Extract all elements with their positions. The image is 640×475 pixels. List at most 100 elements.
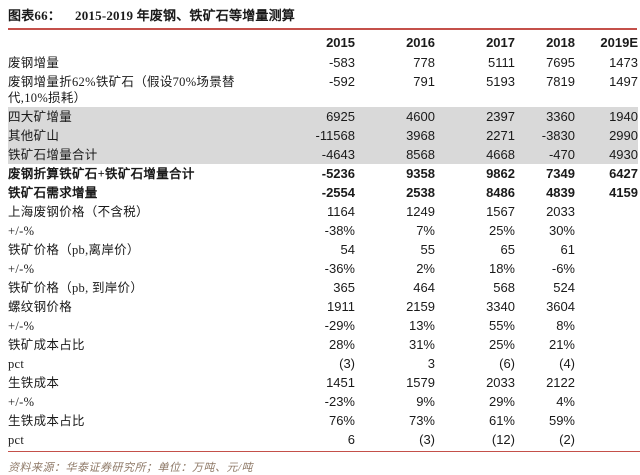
cell-value: 7819 xyxy=(546,73,575,89)
cell-value: -470 xyxy=(515,145,575,164)
cell-value: 25% xyxy=(488,336,515,352)
cell-value xyxy=(575,278,638,297)
cell-value xyxy=(575,411,638,430)
title-rule xyxy=(8,28,637,30)
cell-value: -4643 xyxy=(286,145,355,164)
table-row: 其他矿山 -11568 3968 2271 -3830 2990 xyxy=(8,126,638,145)
cell-value: 8% xyxy=(556,317,575,333)
row-label: 铁矿价格（pb, 到岸价） xyxy=(8,280,144,295)
table-row: 铁矿价格（pb, 到岸价） 365 464 568 524 xyxy=(8,278,638,297)
table-header-row: 2015 2016 2017 2018 2019E xyxy=(8,31,638,53)
data-table: 2015 2016 2017 2018 2019E 废钢增量 -583 778 5111 769… xyxy=(8,31,638,449)
row-label: 生铁成本 xyxy=(8,375,60,390)
row-label: 铁矿价格（pb,离岸价） xyxy=(8,242,140,257)
row-label: 上海废钢价格（不含税） xyxy=(8,204,149,219)
cell-value: 365 xyxy=(333,279,355,295)
cell-value: 25% xyxy=(488,222,515,238)
cell-value: 1911 xyxy=(327,298,355,314)
cell-value: 3968 xyxy=(355,126,435,145)
cell-value: (3) xyxy=(419,431,435,447)
table-row: +/-% -38% 7% 25% 30% xyxy=(8,221,638,240)
row-label: 铁矿石增量合计 xyxy=(8,145,286,164)
cell-value: 8486 xyxy=(486,184,515,200)
cell-value: -11568 xyxy=(286,126,355,145)
cell-value: 2% xyxy=(416,260,435,276)
cell-value: 2397 xyxy=(435,107,515,126)
cell-value: 464 xyxy=(413,279,435,295)
cell-value: -2554 xyxy=(321,184,355,200)
cell-value xyxy=(575,335,638,354)
cell-value: 6925 xyxy=(286,107,355,126)
cell-value xyxy=(575,202,638,221)
cell-value: 4159 xyxy=(609,184,638,200)
cell-value: 9% xyxy=(416,393,435,409)
row-label: 废钢折算铁矿石+铁矿石增量合计 xyxy=(8,166,195,181)
table-row: +/-% -36% 2% 18% -6% xyxy=(8,259,638,278)
column-header: 2019E xyxy=(600,34,638,50)
cell-value: (4) xyxy=(559,355,575,371)
row-label: +/-% xyxy=(8,223,35,238)
cell-value: (12) xyxy=(491,431,515,447)
cell-value: 7695 xyxy=(546,54,575,70)
cell-value: 3604 xyxy=(546,298,575,314)
row-label: 废钢增量折62%铁矿石（假设70%场景替代,10%损耗） xyxy=(8,74,235,105)
cell-value: 7% xyxy=(416,222,435,238)
cell-value: 61% xyxy=(488,412,515,428)
cell-value: 778 xyxy=(413,54,435,70)
table-row: pct 6 (3) (12) (2) xyxy=(8,430,638,449)
cell-value: 4930 xyxy=(575,145,638,164)
cell-value xyxy=(575,240,638,259)
cell-value: 55 xyxy=(420,241,435,257)
cell-value: 524 xyxy=(553,279,575,295)
cell-value: 1579 xyxy=(406,374,435,390)
figure-number: 图表66： xyxy=(8,8,62,23)
cell-value: 2122 xyxy=(546,374,575,390)
figure-title-text: 2015-2019 年废钢、铁矿石等增量测算 xyxy=(75,8,295,23)
cell-value: (3) xyxy=(339,355,355,371)
cell-value: 3340 xyxy=(486,298,515,314)
cell-value xyxy=(575,373,638,392)
cell-value: 55% xyxy=(488,317,515,333)
column-header: 2018 xyxy=(546,34,575,50)
cell-value: 13% xyxy=(408,317,435,333)
table-row: 螺纹钢价格 1911 2159 3340 3604 xyxy=(8,297,638,316)
cell-value: -583 xyxy=(328,54,355,70)
cell-value: -6% xyxy=(551,260,575,276)
cell-value: 2159 xyxy=(406,298,435,314)
cell-value: 2033 xyxy=(486,374,515,390)
cell-value: 18% xyxy=(488,260,515,276)
cell-value: 29% xyxy=(488,393,515,409)
cell-value: -3830 xyxy=(515,126,575,145)
cell-value xyxy=(575,392,638,411)
cell-value: 3 xyxy=(427,355,435,371)
table-row: pct (3) 3 (6) (4) xyxy=(8,354,638,373)
row-label: +/-% xyxy=(8,394,35,409)
cell-value xyxy=(575,259,638,278)
column-header: 2016 xyxy=(406,34,435,50)
row-label: 生铁成本占比 xyxy=(8,413,85,428)
cell-value: 2033 xyxy=(546,203,575,219)
cell-value: 2538 xyxy=(406,184,435,200)
cell-value: 1451 xyxy=(326,374,355,390)
cell-value: 1249 xyxy=(406,203,435,219)
row-label: +/-% xyxy=(8,318,35,333)
table-row: 生铁成本 1451 1579 2033 2122 xyxy=(8,373,638,392)
cell-value: 73% xyxy=(408,412,435,428)
cell-value xyxy=(575,221,638,240)
column-header: 2017 xyxy=(486,34,515,50)
cell-value: 21% xyxy=(548,336,575,352)
cell-value: 1497 xyxy=(609,73,638,89)
column-header: 2015 xyxy=(326,34,355,50)
cell-value: 54 xyxy=(340,241,355,257)
cell-value xyxy=(575,316,638,335)
cell-value: 791 xyxy=(413,73,435,89)
cell-value: -23% xyxy=(324,393,355,409)
row-label: 螺纹钢价格 xyxy=(8,299,73,314)
table-row: 生铁成本占比 76% 73% 61% 59% xyxy=(8,411,638,430)
bottom-rule xyxy=(8,451,640,452)
table-row: 铁矿石需求增量 -2554 2538 8486 4839 4159 xyxy=(8,183,638,202)
cell-value: -5236 xyxy=(321,165,355,181)
cell-value: 6 xyxy=(347,431,355,447)
row-label: +/-% xyxy=(8,261,35,276)
cell-value: 1940 xyxy=(575,107,638,126)
